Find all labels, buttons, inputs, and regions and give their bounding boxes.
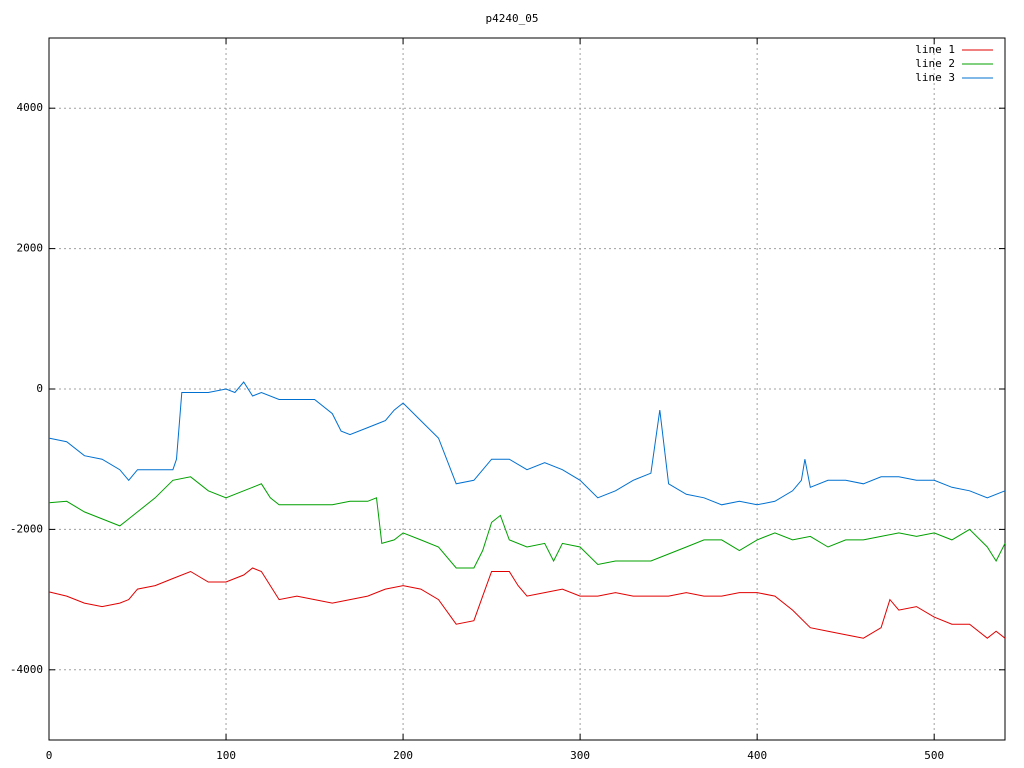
x-tick-label: 500 — [924, 749, 944, 762]
series-line — [48, 567, 1006, 639]
legend-label: line 1 — [915, 43, 955, 56]
legend-label: line 3 — [915, 71, 955, 84]
x-tick-label: 300 — [570, 749, 590, 762]
series-line — [48, 476, 1006, 569]
x-tick-label: 0 — [46, 749, 53, 762]
y-tick-label: 0 — [36, 382, 43, 395]
y-tick-label: -4000 — [10, 663, 43, 676]
x-tick-label: 200 — [393, 749, 413, 762]
chart-title: p4240_05 — [486, 12, 539, 25]
y-tick-label: -2000 — [10, 522, 43, 535]
legend-label: line 2 — [915, 57, 955, 70]
plot-frame — [48, 37, 1006, 741]
y-tick-label: 2000 — [17, 242, 44, 255]
series-line — [48, 381, 1006, 506]
y-tick-label: 4000 — [17, 101, 44, 114]
x-tick-label: 400 — [747, 749, 767, 762]
x-tick-label: 100 — [216, 749, 236, 762]
